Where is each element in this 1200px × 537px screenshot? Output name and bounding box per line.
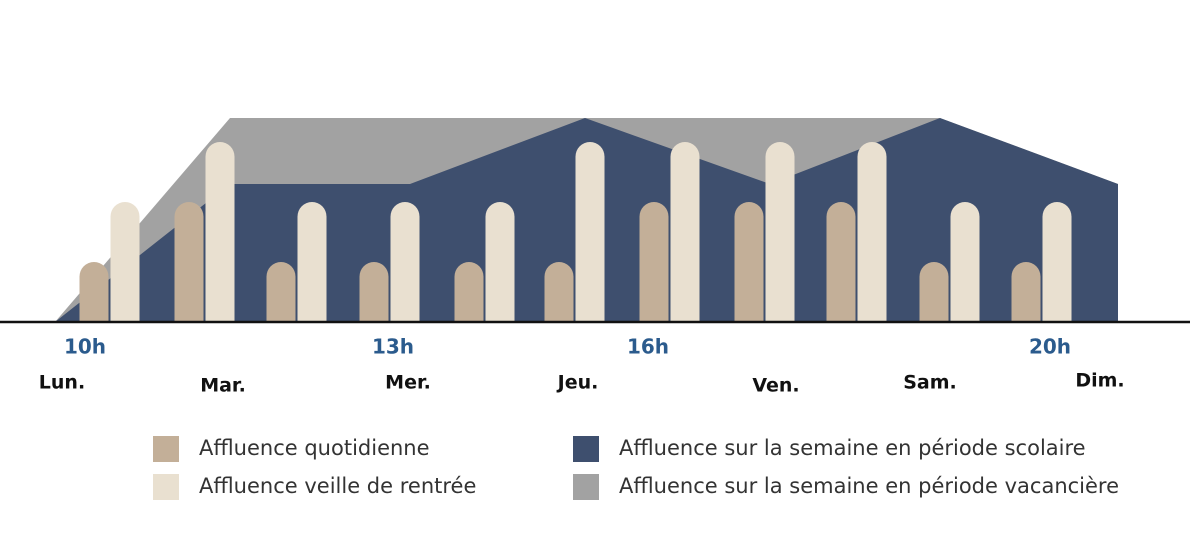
day-label: Lun. — [39, 372, 85, 394]
bar — [919, 262, 949, 322]
bar — [297, 202, 327, 322]
legend-label: Affluence sur la semaine en période scol… — [619, 436, 1086, 460]
bar — [1011, 262, 1041, 322]
bar — [359, 262, 389, 322]
day-label: Mer. — [385, 372, 431, 394]
bar — [857, 142, 887, 322]
bar — [826, 202, 856, 322]
day-label: Jeu. — [556, 372, 599, 394]
hour-label: 16h — [627, 335, 669, 359]
bar — [266, 262, 296, 322]
bar — [110, 202, 140, 322]
legend-swatch — [153, 474, 179, 500]
bars — [79, 142, 1072, 322]
bar — [454, 262, 484, 322]
bar — [485, 202, 515, 322]
bar — [544, 262, 574, 322]
bar — [765, 142, 795, 322]
legend-label: Affluence quotidienne — [199, 436, 430, 460]
day-label: Sam. — [903, 372, 957, 394]
bar — [670, 142, 700, 322]
hour-label: 20h — [1029, 335, 1071, 359]
bar — [174, 202, 204, 322]
legend-swatch — [573, 436, 599, 462]
bar — [205, 142, 235, 322]
day-label: Ven. — [752, 375, 799, 397]
bar — [950, 202, 980, 322]
bar — [575, 142, 605, 322]
legend-label: Affluence veille de rentrée — [199, 474, 476, 498]
hour-label: 13h — [372, 335, 414, 359]
legend-swatch — [153, 436, 179, 462]
day-label: Dim. — [1075, 370, 1124, 392]
day-label: Mar. — [200, 375, 246, 397]
legend-swatch — [573, 474, 599, 500]
legend-label: Affluence sur la semaine en période vaca… — [619, 474, 1119, 498]
bar — [1042, 202, 1072, 322]
hour-label: 10h — [64, 335, 106, 359]
bar — [734, 202, 764, 322]
bar — [390, 202, 420, 322]
bar — [639, 202, 669, 322]
bar — [79, 262, 109, 322]
